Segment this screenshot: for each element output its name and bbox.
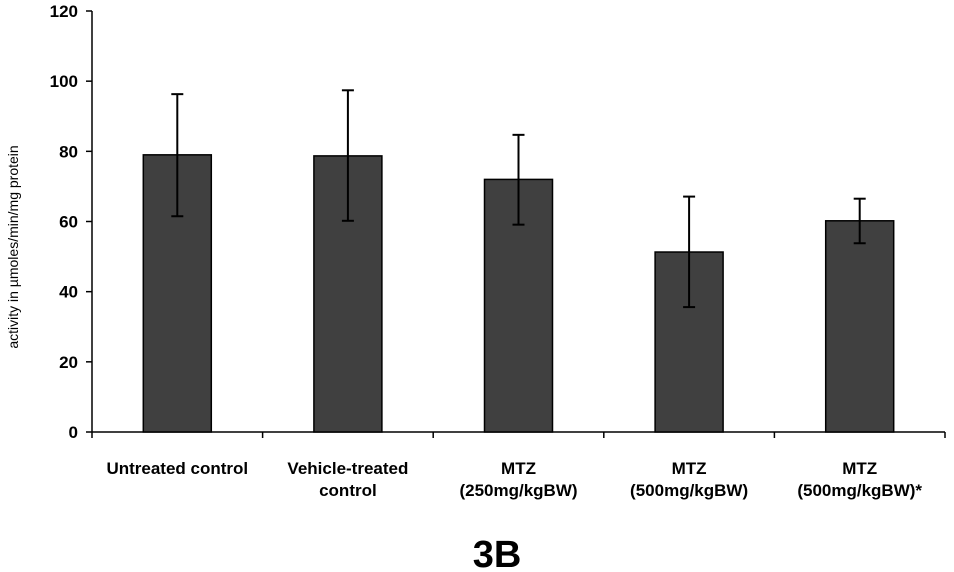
- category-label-line: MTZ: [842, 459, 877, 478]
- category-label-line: Untreated control: [106, 459, 248, 478]
- y-tick-label: 60: [59, 213, 78, 232]
- y-tick-label: 40: [59, 283, 78, 302]
- category-label-line: (500mg/kgBW)*: [797, 481, 922, 500]
- category-label-line: MTZ: [501, 459, 536, 478]
- category-label: Untreated control: [106, 459, 248, 478]
- bars: [142, 154, 895, 433]
- category-label-line: Vehicle-treated: [287, 459, 408, 478]
- y-axis: 0 20 40 60 80 100 120: [50, 2, 93, 442]
- y-axis-label: activity in µmoles/min/mg protein: [5, 145, 21, 348]
- y-tick-label: 80: [59, 142, 78, 161]
- y-tick-label: 20: [59, 353, 78, 372]
- x-axis: [91, 431, 946, 438]
- y-tick-label: 120: [50, 2, 78, 21]
- bar: [824, 220, 895, 433]
- category-label: MTZ (500mg/kgBW)*: [797, 459, 922, 500]
- category-label: MTZ (500mg/kgBW): [630, 459, 748, 500]
- category-label-line: (250mg/kgBW): [459, 481, 577, 500]
- category-label-line: control: [319, 481, 377, 500]
- panel-label: 3B: [473, 534, 522, 572]
- error-bars: [171, 89, 866, 309]
- y-tick-label: 0: [69, 423, 78, 442]
- category-label-line: (500mg/kgBW): [630, 481, 748, 500]
- y-tick-label: 100: [50, 72, 78, 91]
- category-label: MTZ (250mg/kgBW): [459, 459, 577, 500]
- category-labels: Untreated control Vehicle-treated control M…: [106, 459, 922, 500]
- category-label: Vehicle-treated control: [287, 459, 408, 500]
- category-label-line: MTZ: [672, 459, 707, 478]
